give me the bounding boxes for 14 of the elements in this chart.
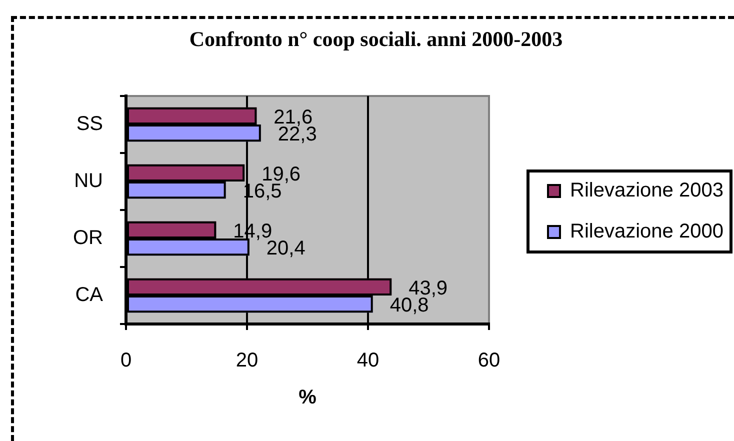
- x-tick-label: 20: [236, 350, 258, 372]
- y-tick-label: CA: [75, 284, 104, 306]
- y-tick-label: OR: [73, 227, 103, 250]
- data-label: 40,8: [390, 294, 429, 317]
- x-tick-label: 0: [120, 350, 132, 372]
- legend-label: Rilevazione 2003: [570, 180, 724, 202]
- x-tick-label: 60: [478, 350, 500, 372]
- chart-title: Confronto n° coop sociali. anni 2000-2003: [189, 27, 563, 52]
- y-tick-label: SS: [76, 113, 103, 136]
- data-label: 20,4: [266, 238, 306, 260]
- x-tick-label: 40: [356, 350, 380, 372]
- legend-label: Rilevazione 2000: [570, 220, 724, 243]
- x-axis-title: %: [298, 386, 317, 409]
- y-tick-label: NU: [74, 170, 103, 192]
